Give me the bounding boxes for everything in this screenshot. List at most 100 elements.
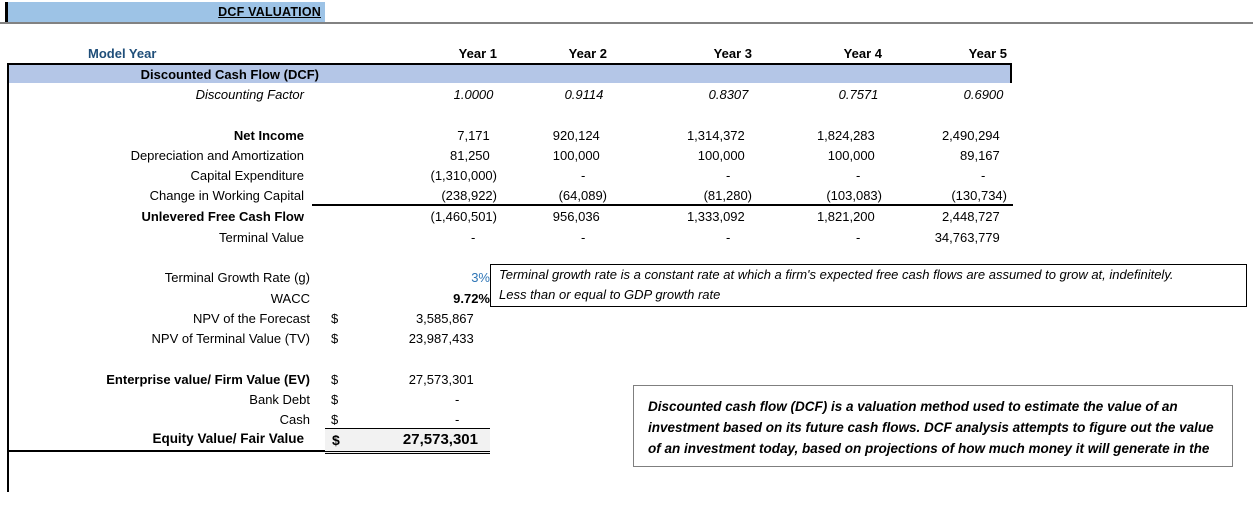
cell-y3[interactable]: 1,314,372 (686, 128, 752, 143)
cell-y4[interactable]: 1,824,283 (816, 128, 882, 143)
cell-y4[interactable]: (103,083) (826, 188, 882, 203)
model-year-label: Model Year (88, 46, 157, 61)
cell-y4[interactable]: 100,000 (827, 148, 882, 163)
row-label: Terminal Growth Rate (g) (164, 270, 310, 285)
cell-y1[interactable]: 7,171 (457, 128, 497, 143)
row-label: Unlevered Free Cash Flow (141, 209, 304, 224)
terminal-growth-note-line1: Terminal growth rate is a constant rate … (499, 267, 1174, 282)
title-divider (0, 22, 1253, 24)
cell-y1[interactable]: (1,460,501) (430, 209, 498, 224)
table-left-border (7, 63, 9, 451)
row-label: Terminal Value (218, 230, 304, 245)
row-label: Cash (279, 412, 310, 427)
currency-symbol: $ (331, 392, 339, 407)
row-label: NPV of Terminal Value (TV) (151, 331, 310, 346)
cell-y2[interactable]: 100,000 (552, 148, 607, 163)
row-wacc: WACC 9.72% (0, 289, 1253, 309)
row-label: NPV of the Forecast (192, 311, 310, 326)
table-bottom-border (7, 450, 325, 452)
row-label: Enterprise value/ Firm Value (EV) (106, 372, 310, 387)
cell-y5[interactable]: 34,763,779 (934, 230, 1007, 245)
cell-y3[interactable]: - (726, 168, 752, 183)
cell-y2[interactable]: - (581, 168, 607, 183)
currency-symbol: $ (331, 412, 339, 427)
cell-y1[interactable]: (1,310,000) (430, 168, 498, 183)
row-bank-debt: Bank Debt $ - (0, 390, 1253, 410)
cell-y3[interactable]: - (726, 230, 752, 245)
currency-symbol: $ (331, 372, 339, 387)
year-3-header: Year 3 (713, 46, 752, 61)
row-npv-terminal-value: NPV of Terminal Value (TV) $ 23,987,433 (0, 329, 1253, 349)
year-2-header: Year 2 (568, 46, 607, 61)
table-left-border-lower (7, 451, 9, 492)
row-discounting-factor: Discounting Factor 1.0000 0.9114 0.8307 … (0, 85, 1253, 105)
cell-y4[interactable]: - (856, 168, 882, 183)
row-depreciation-amortization: Depreciation and Amortization 81,250 100… (0, 146, 1253, 166)
terminal-growth-note-line2: Less than or equal to GDP growth rate (499, 287, 721, 302)
year-5-header: Year 5 (968, 46, 1007, 61)
equity-value: 27,573,301 (402, 431, 478, 448)
page-title: DCF VALUATION (218, 5, 321, 19)
subtotal-rule (312, 204, 1013, 206)
currency-symbol: $ (332, 432, 340, 448)
year-4-header: Year 4 (843, 46, 882, 61)
cell-y5[interactable]: 2,448,727 (941, 209, 1007, 224)
row-label: Discounting Factor (195, 87, 304, 102)
cell-y1[interactable]: 81,250 (450, 148, 497, 163)
cell-y5[interactable]: - (981, 168, 1007, 183)
row-npv-forecast: NPV of the Forecast $ 3,585,867 (0, 309, 1253, 329)
wacc-value[interactable]: 9.72% (453, 291, 490, 306)
cell-y4[interactable]: - (856, 230, 882, 245)
cell-y2[interactable]: - (581, 230, 607, 245)
cell-y5[interactable]: 2,490,294 (941, 128, 1007, 143)
currency-symbol: $ (331, 331, 339, 346)
row-cash: Cash $ - (0, 410, 1253, 430)
cell-y2[interactable]: 956,036 (552, 209, 607, 224)
row-capital-expenditure: Capital Expenditure (1,310,000) - - - - (0, 166, 1253, 186)
cell-y4[interactable]: 1,821,200 (816, 209, 882, 224)
cell-y3[interactable]: 100,000 (697, 148, 752, 163)
cell-y5[interactable]: (130,734) (951, 188, 1007, 203)
cell-y1[interactable]: (238,922) (441, 188, 497, 203)
cell-y1[interactable]: - (471, 230, 497, 245)
row-label: Change in Working Capital (149, 188, 304, 203)
cell-y5[interactable]: 0.6900 (963, 87, 1007, 102)
equity-value-cell[interactable]: $ 27,573,301 (325, 428, 490, 454)
npv-forecast-value[interactable]: 3,585,867 (415, 311, 481, 326)
row-label: Bank Debt (249, 392, 310, 407)
cell-y3[interactable]: (81,280) (703, 188, 752, 203)
row-enterprise-value: Enterprise value/ Firm Value (EV) $ 27,5… (0, 370, 1253, 390)
cell-y2[interactable]: (64,089) (558, 188, 607, 203)
row-unlevered-fcf: Unlevered Free Cash Flow (1,460,501) 956… (0, 207, 1253, 227)
column-header-row: Model Year Year 1 Year 2 Year 3 Year 4 Y… (0, 44, 1253, 64)
dcf-definition-note-box[interactable]: Discounted cash flow (DCF) is a valuatio… (633, 385, 1233, 467)
cell-y2[interactable]: 0.9114 (564, 87, 607, 102)
row-label: WACC (270, 291, 310, 306)
terminal-growth-note-box[interactable]: Terminal growth rate is a constant rate … (490, 264, 1247, 307)
year-1-header: Year 1 (458, 46, 497, 61)
row-terminal-growth-rate: Terminal Growth Rate (g) 3% (0, 268, 1253, 288)
cell-y3[interactable]: 0.8307 (708, 87, 752, 102)
cash-value[interactable]: - (455, 412, 481, 427)
row-label: Depreciation and Amortization (130, 148, 304, 163)
currency-symbol: $ (331, 311, 339, 326)
cell-y5[interactable]: 89,167 (960, 148, 1007, 163)
row-net-income: Net Income 7,171 920,124 1,314,372 1,824… (0, 126, 1253, 146)
row-terminal-value: Terminal Value - - - - 34,763,779 (0, 228, 1253, 248)
title-band: DCF VALUATION (5, 2, 325, 22)
cell-y3[interactable]: 1,333,092 (686, 209, 752, 224)
npv-terminal-value[interactable]: 23,987,433 (408, 331, 481, 346)
section-header-band: Discounted Cash Flow (DCF) (8, 63, 1012, 83)
terminal-growth-value[interactable]: 3% (471, 270, 490, 285)
enterprise-value[interactable]: 27,573,301 (408, 372, 481, 387)
row-change-working-capital: Change in Working Capital (238,922) (64,… (0, 186, 1253, 206)
cell-y2[interactable]: 920,124 (552, 128, 607, 143)
cell-y4[interactable]: 0.7571 (838, 87, 882, 102)
dcf-definition-text: Discounted cash flow (DCF) is a valuatio… (648, 399, 1214, 456)
row-label: Capital Expenditure (190, 168, 304, 183)
equity-value-label: Equity Value/ Fair Value (152, 431, 304, 446)
bank-debt-value[interactable]: - (455, 392, 481, 407)
row-label: Net Income (233, 128, 304, 143)
cell-y1[interactable]: 1.0000 (453, 87, 497, 102)
